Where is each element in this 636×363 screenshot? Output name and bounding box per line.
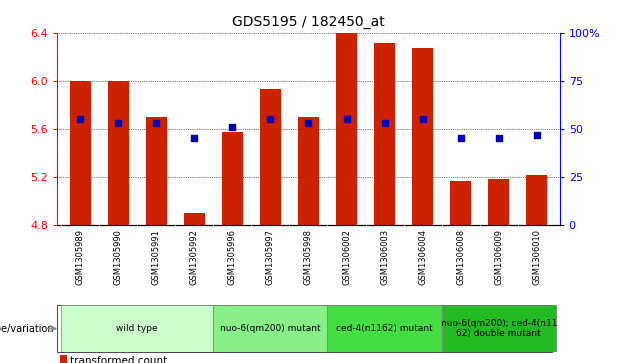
Text: GSM1306008: GSM1306008: [456, 229, 465, 285]
Text: GSM1306004: GSM1306004: [418, 229, 427, 285]
Point: [380, 120, 390, 126]
Bar: [69, 81, 90, 225]
Point: [189, 136, 199, 142]
Text: ced-4(n1162) mutant: ced-4(n1162) mutant: [336, 324, 433, 333]
Bar: [374, 44, 395, 225]
Point: [342, 116, 352, 122]
Bar: [328, 305, 441, 352]
Point: [75, 116, 85, 122]
Text: wild type: wild type: [116, 324, 158, 333]
Point: [303, 120, 314, 126]
Bar: [450, 180, 471, 225]
Bar: [222, 132, 243, 225]
Text: GSM1306009: GSM1306009: [494, 229, 503, 285]
Text: transformed count: transformed count: [70, 356, 167, 363]
Bar: [60, 355, 67, 363]
Point: [455, 136, 466, 142]
Text: genotype/variation: genotype/variation: [0, 323, 54, 334]
Point: [418, 116, 428, 122]
Text: GSM1305990: GSM1305990: [114, 229, 123, 285]
Bar: [184, 213, 205, 225]
Bar: [441, 305, 556, 352]
Text: GSM1305997: GSM1305997: [266, 229, 275, 285]
Point: [494, 136, 504, 142]
Bar: [213, 305, 328, 352]
Point: [265, 116, 275, 122]
Text: nuo-6(qm200) mutant: nuo-6(qm200) mutant: [220, 324, 321, 333]
Text: nuo-6(qm200); ced-4(n11
62) double mutant: nuo-6(qm200); ced-4(n11 62) double mutan…: [441, 319, 557, 338]
Text: GSM1305998: GSM1305998: [304, 229, 313, 285]
Text: GSM1305989: GSM1305989: [76, 229, 85, 285]
Title: GDS5195 / 182450_at: GDS5195 / 182450_at: [232, 15, 385, 29]
Text: GSM1305991: GSM1305991: [152, 229, 161, 285]
Bar: [146, 117, 167, 225]
Bar: [412, 48, 433, 225]
Bar: [488, 179, 509, 225]
Text: GSM1305996: GSM1305996: [228, 229, 237, 285]
Bar: [336, 15, 357, 225]
Text: GSM1305992: GSM1305992: [190, 229, 199, 285]
Bar: [107, 81, 128, 225]
Point: [227, 124, 237, 130]
Text: GSM1306003: GSM1306003: [380, 229, 389, 285]
Bar: [260, 89, 281, 225]
Bar: [298, 117, 319, 225]
Text: GSM1306002: GSM1306002: [342, 229, 351, 285]
Bar: [527, 175, 548, 225]
Bar: [61, 305, 213, 352]
Text: GSM1306010: GSM1306010: [532, 229, 541, 285]
Point: [113, 120, 123, 126]
Point: [532, 132, 542, 138]
Point: [151, 120, 162, 126]
